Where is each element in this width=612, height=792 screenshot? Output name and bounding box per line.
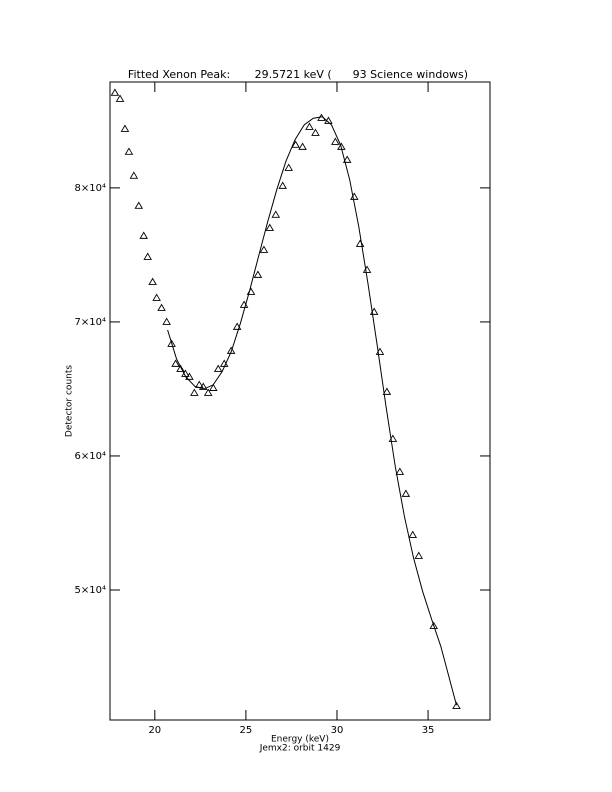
data-point: [171, 359, 180, 367]
data-point: [176, 364, 185, 372]
data-point: [152, 293, 161, 301]
data-point: [167, 339, 176, 347]
data-point: [401, 489, 411, 497]
fit-line: [167, 116, 457, 706]
data-point: [115, 94, 125, 102]
data-point: [198, 382, 208, 390]
data-point: [120, 124, 130, 132]
data-point: [331, 137, 340, 145]
y-tick-label: 6×10⁴: [75, 451, 106, 462]
x-tick-label: 30: [331, 725, 344, 736]
plot-frame: [109, 81, 491, 721]
data-point: [124, 147, 134, 155]
x-tick-label: 35: [422, 725, 435, 736]
data-point: [395, 467, 405, 475]
data-point: [226, 346, 236, 354]
chart-title: Fitted Xenon Peak: 29.5721 keV ( 93 Scie…: [128, 68, 468, 81]
data-point: [305, 122, 314, 130]
data-point: [311, 128, 320, 136]
data-point: [253, 270, 263, 278]
data-point: [355, 239, 365, 247]
data-point: [342, 155, 352, 163]
y-tick-label: 7×10⁴: [75, 317, 106, 328]
data-point: [162, 317, 171, 325]
subtitle: Jemx2: orbit 1429: [259, 744, 341, 754]
data-point: [271, 210, 281, 218]
data-point: [452, 701, 461, 710]
data-point: [284, 163, 293, 171]
x-tick-label: 20: [148, 725, 161, 736]
data-point: [362, 265, 372, 273]
data-point: [213, 364, 223, 372]
data-point: [382, 387, 392, 395]
data-point: [134, 201, 144, 209]
data-point: [298, 142, 307, 150]
data-point: [190, 388, 199, 396]
data-point: [185, 372, 194, 380]
data-point: [143, 252, 152, 260]
data-point: [203, 388, 213, 396]
data-point: [429, 621, 438, 629]
data-point: [129, 171, 139, 179]
data-point: [139, 231, 148, 239]
data-point: [259, 245, 269, 253]
data-point: [209, 383, 218, 391]
data-point: [110, 88, 120, 96]
data-point: [265, 223, 275, 231]
data-point: [350, 192, 359, 200]
y-axis-label: Detector counts: [65, 365, 75, 437]
data-point: [291, 140, 300, 148]
data-point: [157, 303, 166, 311]
y-tick-label: 8×10⁴: [75, 183, 106, 194]
x-tick-label: 25: [240, 725, 253, 736]
data-point: [148, 277, 157, 285]
y-tick-label: 5×10⁴: [75, 585, 106, 596]
data-point: [414, 551, 424, 559]
x-axis-label: Energy (keV): [271, 735, 329, 745]
data-point: [278, 181, 287, 189]
data-point: [408, 530, 418, 538]
